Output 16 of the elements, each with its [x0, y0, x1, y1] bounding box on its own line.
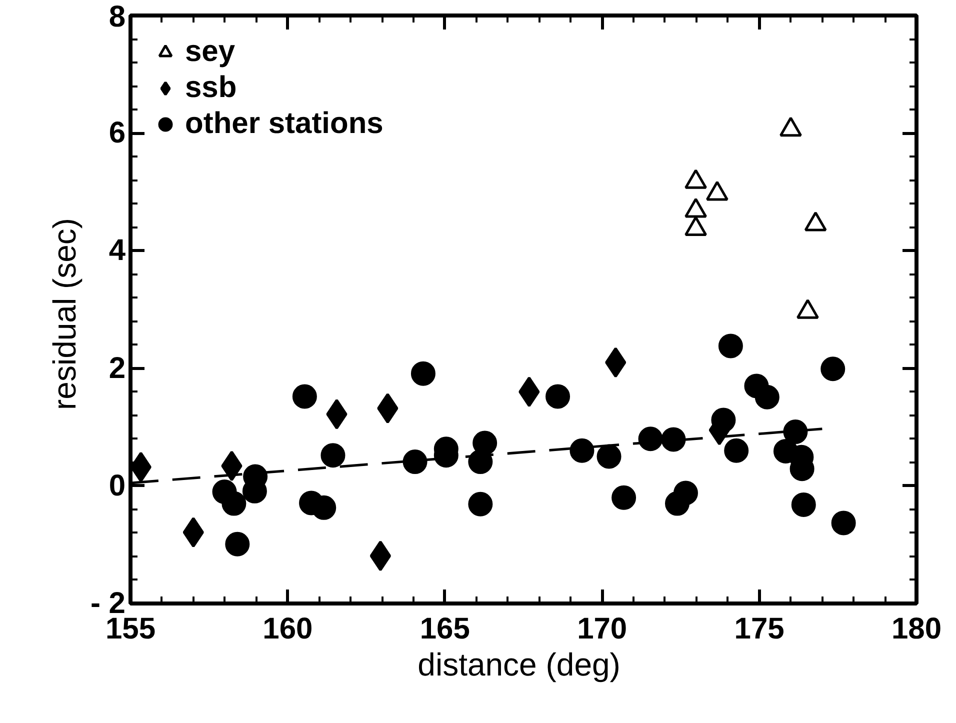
- y-tick-label: 6: [108, 116, 126, 150]
- x-tick-label: 165: [420, 612, 470, 646]
- legend-label: other stations: [185, 107, 384, 141]
- x-tick-label: 160: [262, 612, 313, 646]
- y-tick-label: 0: [108, 469, 126, 502]
- legend-label: sey: [185, 35, 236, 69]
- y-tick-label: 2: [108, 352, 126, 385]
- x-axis-title: distance (deg): [418, 646, 620, 682]
- y-axis-title: residual (sec): [46, 218, 82, 410]
- legend-label: ssb: [185, 71, 237, 105]
- x-tick-label: 175: [734, 612, 784, 646]
- y-tick-label: 4: [108, 234, 126, 268]
- x-tick-label: 170: [577, 612, 628, 646]
- x-tick-label: 180: [891, 612, 942, 646]
- y-tick-label: 8: [108, 0, 126, 34]
- x-tick-label: 155: [105, 612, 156, 646]
